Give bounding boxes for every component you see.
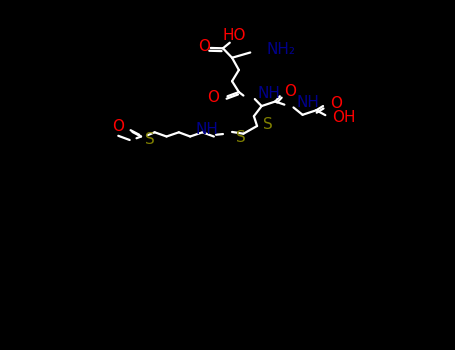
Text: S: S: [236, 131, 246, 145]
Text: O: O: [284, 84, 296, 99]
Text: O: O: [207, 90, 219, 105]
Text: NH₂: NH₂: [266, 42, 295, 56]
Text: NH: NH: [196, 122, 218, 137]
Text: O: O: [112, 119, 124, 134]
Text: HO: HO: [222, 28, 246, 43]
Text: OH: OH: [332, 111, 356, 125]
Text: S: S: [145, 133, 154, 147]
Text: O: O: [198, 40, 210, 54]
Text: NH: NH: [297, 95, 319, 110]
Text: O: O: [330, 96, 342, 111]
Text: NH: NH: [258, 86, 281, 101]
Text: S: S: [263, 118, 272, 132]
